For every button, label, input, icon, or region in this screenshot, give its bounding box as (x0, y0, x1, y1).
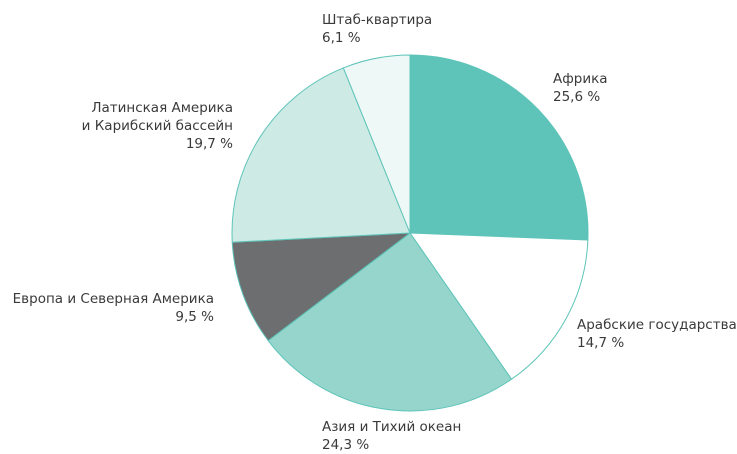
value-label: 6,1 % (322, 30, 361, 46)
slice-label: Африка 25,6 % (553, 70, 608, 106)
slice-label: Штаб-квартира 6,1 % (322, 11, 432, 47)
value-label: 24,3 % (322, 437, 370, 453)
category-name: Штаб-квартира (322, 12, 433, 28)
value-label: 19,7 % (185, 136, 233, 152)
value-label: 25,6 % (553, 89, 601, 105)
category-name: Азия и Тихий океан (322, 419, 462, 435)
pie-slice (342, 54, 411, 234)
value-label: 9,5 % (175, 309, 214, 325)
pie-slice (409, 232, 589, 380)
category-name: Африка (553, 71, 608, 87)
category-name: Латинская Америка и Карибский бассейн (81, 100, 233, 134)
category-name: Арабские государства (577, 317, 737, 333)
value-label: 14,7 % (577, 335, 625, 351)
category-name: Европа и Северная Америка (12, 291, 214, 307)
slice-label: Арабские государства 14,7 % (577, 316, 737, 352)
slice-label: Азия и Тихий океан 24,3 % (322, 418, 461, 454)
slice-label: Латинская Америка и Карибский бассейн 19,… (82, 99, 233, 153)
pie-slice (267, 232, 513, 412)
pie-slice (231, 232, 412, 342)
pie-slice (231, 67, 411, 243)
pie-slice (409, 54, 589, 241)
slice-label: Европа и Северная Америка 9,5 % (13, 290, 214, 326)
